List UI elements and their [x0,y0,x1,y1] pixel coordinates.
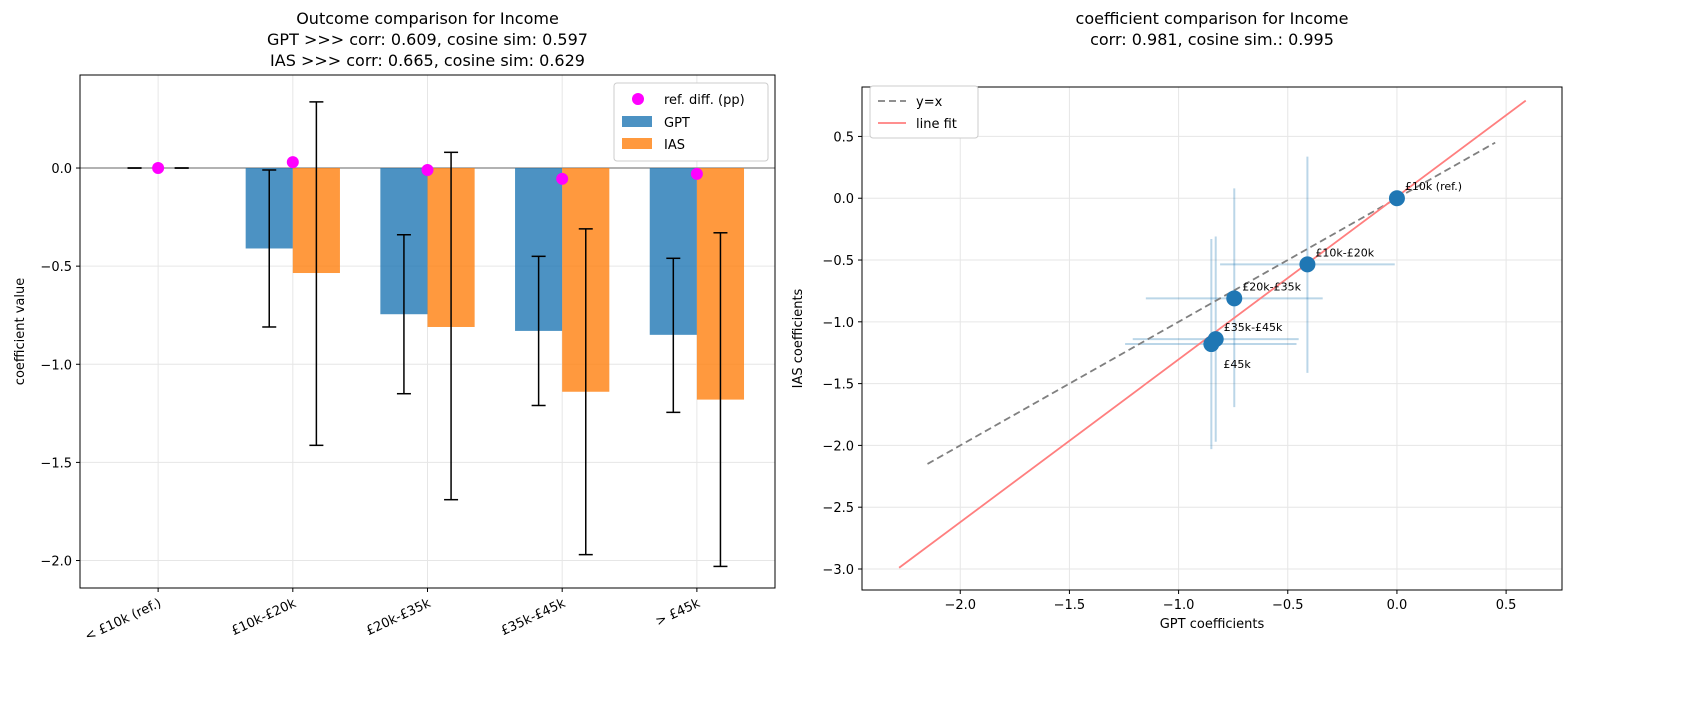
ref-diff-point [690,167,703,180]
y-tick-label: −2.0 [822,439,854,454]
y-axis-label: coefficient value [13,278,28,385]
point-label: £35k-£45k [1224,321,1283,334]
y-tick-label: −1.5 [40,456,72,471]
x-tick-label: 0.5 [1496,598,1517,613]
left-chart: Outcome comparison for Income GPT >>> cor… [13,9,776,644]
scatter-point [1388,190,1405,207]
x-tick-label: < £10k (ref.) [83,596,164,644]
y-axis-label: IAS coefficients [791,288,806,388]
legend-swatch-ias [622,138,652,149]
x-tick-label: −2.0 [944,598,976,613]
ref-diff-point [152,162,165,175]
x-tick-label: > £45k [653,596,703,630]
legend: y=x line fit [869,85,979,139]
point-label: £45k [1223,358,1251,371]
y-tick-label: 0.5 [833,130,854,145]
legend-label: y=x [916,95,943,110]
x-tick-label: −0.5 [1272,598,1304,613]
legend-swatch-gpt [622,116,652,127]
ref-diff-point [556,172,569,185]
legend-label: IAS [664,138,685,153]
y-tick-label: −2.0 [40,555,72,570]
point-label: £10k-£20k [1315,246,1374,259]
legend-label: GPT [664,116,690,131]
scatter-point [1226,290,1243,307]
legend-label: line fit [916,117,957,132]
legend-box [869,85,979,139]
y-tick-label: −1.0 [40,358,72,373]
point-label: £10k (ref.) [1405,180,1462,193]
chart-title-line: GPT >>> corr: 0.609, cosine sim: 0.597 [267,30,588,49]
x-tick-label: −1.0 [1163,598,1195,613]
right-chart: coefficient comparison for Income corr: 0… [791,9,1563,632]
chart-title-line: Outcome comparison for Income [296,9,559,28]
ref-diff-point [286,156,299,169]
x-tick-label: £35k-£45k [499,596,569,639]
legend-marker-ref-diff [632,93,644,105]
x-tick-label: −1.5 [1054,598,1086,613]
legend: ref. diff. (pp) GPT IAS [613,82,769,162]
ref-diff-point [421,163,434,176]
legend-box [613,82,769,162]
legend-label: ref. diff. (pp) [664,93,745,108]
y-tick-label: −0.5 [40,260,72,275]
y-tick-label: −0.5 [822,254,854,269]
y-tick-label: −3.0 [822,563,854,578]
scatter-point [1203,336,1220,353]
chart-title-line: IAS >>> corr: 0.665, cosine sim: 0.629 [270,51,585,70]
plot-frame [861,86,1563,591]
x-tick-label: £10k-£20k [229,596,299,639]
x-tick-label: 0.0 [1387,598,1408,613]
y-tick-label: 0.0 [51,162,72,177]
plot-frame [79,74,776,589]
chart-title-line: coefficient comparison for Income [1076,9,1349,28]
chart-title-line: corr: 0.981, cosine sim.: 0.995 [1090,30,1334,49]
y-tick-label: 0.0 [833,192,854,207]
x-tick-label: £20k-£35k [364,596,434,639]
y-tick-label: −2.5 [822,501,854,516]
scatter-point [1299,256,1316,273]
point-label: £20k-£35k [1242,280,1301,293]
y-tick-label: −1.0 [822,316,854,331]
x-axis-label: GPT coefficients [1160,617,1265,632]
y-tick-label: −1.5 [822,378,854,393]
